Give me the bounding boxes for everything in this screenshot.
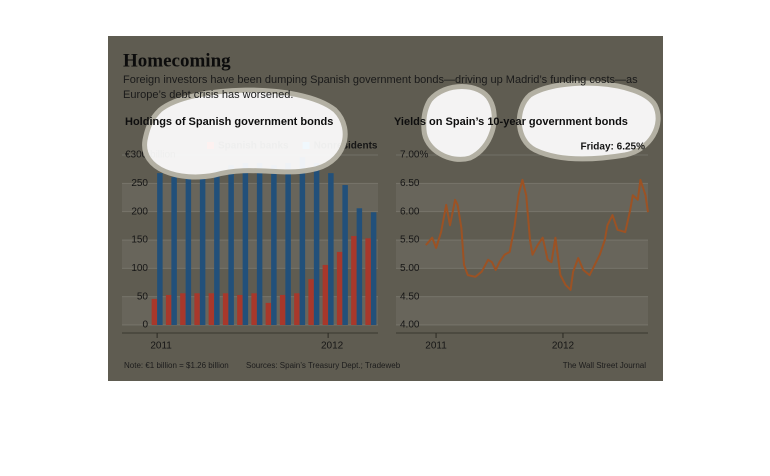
bar — [342, 185, 348, 325]
bar — [194, 293, 200, 325]
y-tick-label: 6.00 — [400, 206, 420, 217]
bar — [171, 177, 177, 325]
bar — [336, 251, 343, 325]
bar — [313, 162, 320, 325]
grid-band — [396, 183, 648, 212]
legend-label: Nonresidents — [314, 141, 378, 152]
bar — [265, 302, 272, 325]
bar — [199, 174, 206, 325]
bar — [165, 294, 172, 325]
x-tick-label: 2011 — [150, 341, 172, 352]
bar — [351, 236, 357, 325]
bar — [322, 264, 329, 325]
footnote: Note: €1 billion = $1.26 billion — [124, 361, 229, 370]
x-tick-label: 2012 — [321, 341, 344, 352]
blob — [516, 80, 661, 162]
bar — [356, 208, 363, 325]
y-tick-label: 0 — [142, 320, 148, 331]
page-title: Homecoming — [123, 50, 231, 71]
bar — [251, 293, 257, 325]
bar — [256, 162, 263, 325]
y-tick-label: 50 — [137, 291, 149, 302]
grid-band — [122, 183, 378, 212]
y-tick-label: 200 — [131, 206, 148, 217]
annotation: Friday: 6.25% — [581, 142, 646, 153]
x-tick-label: 2011 — [425, 341, 447, 352]
bar — [214, 170, 220, 325]
blob — [142, 87, 348, 180]
bar — [185, 177, 192, 325]
subtitle: Foreign investors have been dumping Span… — [123, 74, 638, 86]
bar — [285, 162, 291, 325]
y-tick-label: 4.00 — [400, 320, 420, 331]
subtitle: Europe’s debt crisis has worsened. — [123, 89, 293, 101]
x-tick-label: 2012 — [552, 341, 575, 352]
bar — [308, 279, 314, 325]
bar — [228, 165, 234, 325]
bar — [237, 294, 243, 325]
grid-band — [122, 240, 378, 269]
bar — [271, 165, 277, 325]
bar — [151, 298, 158, 325]
bar — [222, 293, 229, 325]
bar — [180, 293, 186, 325]
bar — [208, 293, 215, 325]
y-tick-label: 6.50 — [400, 178, 420, 189]
y-tick-label: 250 — [131, 178, 148, 189]
bar — [365, 238, 371, 325]
bar — [294, 293, 300, 325]
y-tick-label: 7.00% — [400, 150, 428, 161]
line — [425, 178, 649, 291]
y-tick-label: 100 — [131, 263, 148, 274]
blob — [421, 84, 497, 162]
bar — [328, 173, 334, 325]
sources: Sources: Spain’s Treasury Dept.; Tradewe… — [246, 361, 401, 370]
chart-title: Holdings of Spanish government bonds — [125, 116, 333, 128]
y-tick-label: 4.50 — [400, 291, 420, 302]
chart-title: Yields on Spain’s 10-year government bon… — [394, 116, 628, 128]
bar — [370, 212, 377, 325]
bar — [279, 294, 286, 325]
grid-band — [396, 296, 648, 325]
overlay-blobs — [142, 80, 661, 180]
bar — [242, 162, 249, 325]
bar — [299, 157, 306, 325]
bar — [157, 173, 163, 325]
credit: The Wall Street Journal — [563, 361, 647, 370]
y-tick-label: 5.50 — [400, 235, 420, 246]
grid-band — [122, 296, 378, 325]
y-tick-label: 5.00 — [400, 263, 420, 274]
y-tick-label: 150 — [131, 235, 148, 246]
